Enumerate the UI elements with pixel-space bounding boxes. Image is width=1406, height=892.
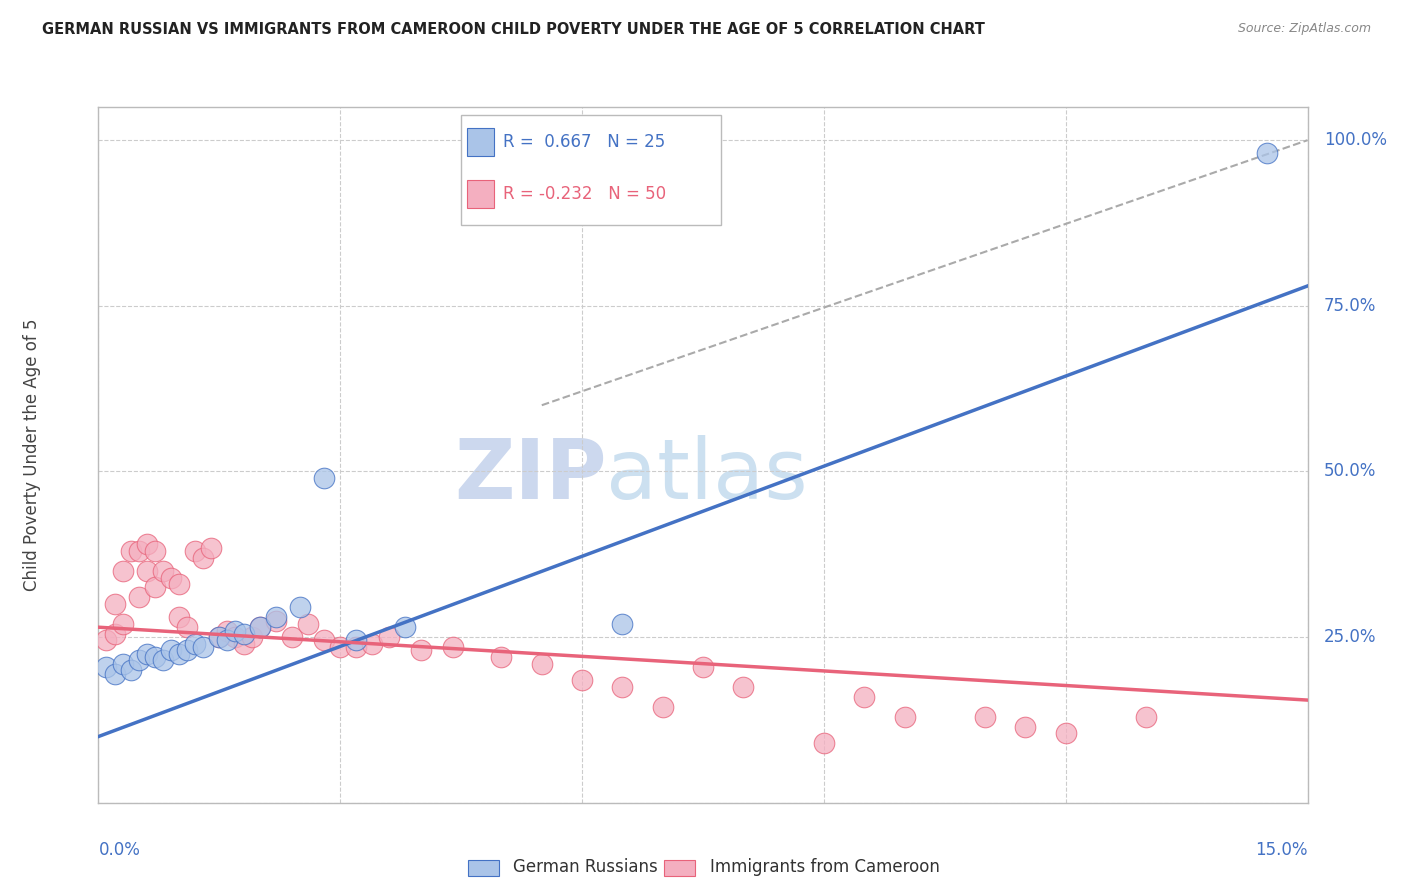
Point	[143, 650, 166, 665]
Point	[120, 544, 142, 558]
Point	[441, 640, 464, 654]
Point	[193, 640, 215, 654]
Point	[232, 637, 254, 651]
Point	[893, 709, 915, 723]
Point	[264, 610, 287, 624]
Point	[193, 550, 215, 565]
Bar	[467, 128, 494, 156]
Point	[176, 643, 198, 657]
Point	[1256, 146, 1278, 161]
Point	[167, 610, 190, 624]
Point	[128, 544, 150, 558]
Point	[853, 690, 876, 704]
Point	[249, 620, 271, 634]
Point	[224, 624, 246, 638]
Point	[232, 627, 254, 641]
Text: Source: ZipAtlas.com: Source: ZipAtlas.com	[1237, 22, 1371, 36]
Text: R = -0.232   N = 50: R = -0.232 N = 50	[503, 185, 666, 203]
Text: Child Poverty Under the Age of 5: Child Poverty Under the Age of 5	[22, 318, 41, 591]
Text: Immigrants from Cameroon: Immigrants from Cameroon	[710, 858, 939, 876]
Point	[314, 633, 336, 648]
Point	[240, 630, 263, 644]
Point	[224, 630, 246, 644]
Point	[344, 633, 367, 648]
Point	[530, 657, 553, 671]
Point	[160, 643, 183, 657]
Point	[135, 537, 157, 551]
Point	[491, 650, 513, 665]
Point	[692, 660, 714, 674]
Point	[176, 620, 198, 634]
Point	[733, 680, 755, 694]
Point	[96, 660, 118, 674]
Point	[128, 591, 150, 605]
Point	[135, 564, 157, 578]
Point	[217, 633, 239, 648]
Point	[200, 541, 222, 555]
Point	[103, 627, 125, 641]
Text: 25.0%: 25.0%	[1323, 628, 1376, 646]
Point	[249, 620, 271, 634]
Point	[111, 657, 134, 671]
Text: 75.0%: 75.0%	[1323, 297, 1376, 315]
Point	[974, 709, 997, 723]
Point	[143, 544, 166, 558]
Point	[135, 647, 157, 661]
Point	[143, 581, 166, 595]
Point	[288, 600, 311, 615]
Text: 0.0%: 0.0%	[98, 841, 141, 859]
Point	[394, 620, 416, 634]
Point	[612, 680, 634, 694]
Point	[377, 630, 399, 644]
Point	[361, 637, 384, 651]
Point	[208, 630, 231, 644]
Text: German Russians: German Russians	[513, 858, 658, 876]
Point	[120, 663, 142, 677]
Point	[1014, 720, 1036, 734]
Text: atlas: atlas	[606, 435, 808, 516]
Text: 15.0%: 15.0%	[1256, 841, 1308, 859]
Text: GERMAN RUSSIAN VS IMMIGRANTS FROM CAMEROON CHILD POVERTY UNDER THE AGE OF 5 CORR: GERMAN RUSSIAN VS IMMIGRANTS FROM CAMERO…	[42, 22, 986, 37]
Point	[264, 614, 287, 628]
Point	[184, 544, 207, 558]
Point	[103, 597, 125, 611]
Point	[1135, 709, 1157, 723]
Point	[651, 699, 673, 714]
Text: ZIP: ZIP	[454, 435, 606, 516]
Point	[152, 653, 174, 667]
Point	[167, 647, 190, 661]
Point	[111, 564, 134, 578]
Point	[160, 570, 183, 584]
Point	[813, 736, 835, 750]
Point	[314, 471, 336, 485]
Point	[128, 653, 150, 667]
Point	[96, 633, 118, 648]
Point	[344, 640, 367, 654]
Bar	[467, 180, 494, 208]
Point	[152, 564, 174, 578]
Point	[167, 577, 190, 591]
Point	[111, 616, 134, 631]
Point	[281, 630, 304, 644]
Point	[217, 624, 239, 638]
Point	[409, 643, 432, 657]
Point	[329, 640, 352, 654]
Point	[103, 666, 125, 681]
Text: 100.0%: 100.0%	[1323, 131, 1386, 149]
Point	[208, 630, 231, 644]
Text: R =  0.667   N = 25: R = 0.667 N = 25	[503, 133, 665, 151]
Text: 50.0%: 50.0%	[1323, 462, 1376, 481]
Point	[612, 616, 634, 631]
Point	[1054, 726, 1077, 740]
FancyBboxPatch shape	[461, 115, 721, 226]
Point	[297, 616, 319, 631]
Point	[571, 673, 593, 688]
Point	[184, 637, 207, 651]
